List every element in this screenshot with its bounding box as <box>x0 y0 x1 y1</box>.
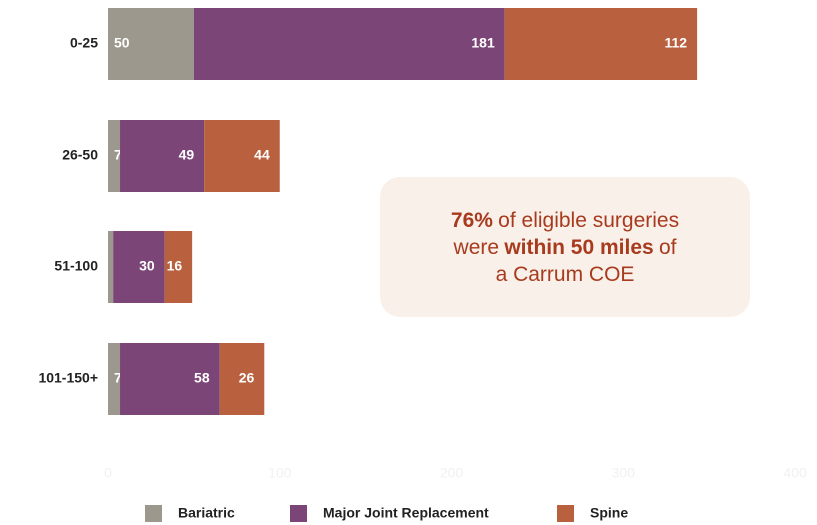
annotation: 76% of eligible surgeries were within 50 mi… <box>380 177 750 317</box>
bar-segment <box>108 343 121 415</box>
annotation-text: a Carrum COE <box>495 262 635 286</box>
bar-segment <box>193 8 505 80</box>
annotation-text: of eligible surgeries <box>498 208 680 232</box>
legend-swatch <box>557 505 574 522</box>
bar-segment <box>164 231 193 303</box>
data-label: 30 <box>139 258 155 274</box>
data-label: 7 <box>114 147 122 163</box>
data-label: 44 <box>254 147 270 163</box>
bar-segment <box>120 343 220 415</box>
annotation-line: a Carrum COE <box>496 261 635 288</box>
x-tick-label: 0 <box>104 465 112 481</box>
x-tick-label: 300 <box>612 465 636 481</box>
x-tick-label: 100 <box>268 465 292 481</box>
annotation-line: were within 50 miles of <box>454 234 677 261</box>
legend-swatch <box>290 505 307 522</box>
bar-segment <box>504 8 698 80</box>
annotation-text: within 50 miles <box>504 235 654 259</box>
data-label: 50 <box>114 35 130 51</box>
bar-segment <box>219 343 265 415</box>
data-label: 112 <box>665 35 688 51</box>
x-tick-label: 400 <box>783 465 807 481</box>
bar-segment <box>108 231 114 303</box>
category-label: 0-25 <box>70 35 98 51</box>
bar-segment <box>204 120 280 192</box>
bar-segment <box>113 231 165 303</box>
category-label: 101-150+ <box>38 370 98 386</box>
annotation-text: 76% <box>450 208 493 232</box>
x-tick-label: 200 <box>440 465 464 481</box>
data-label: 181 <box>471 35 495 51</box>
bar-segment <box>120 120 205 192</box>
data-label: 58 <box>194 370 210 386</box>
annotation-text: were <box>453 235 500 259</box>
annotation-text: of <box>658 235 677 259</box>
legend-swatch <box>145 505 162 522</box>
legend-label: Spine <box>590 505 628 521</box>
legend-label: Bariatric <box>178 505 235 521</box>
bar-segment <box>108 8 194 80</box>
category-label: 51-100 <box>54 258 98 274</box>
bar-segment <box>108 120 121 192</box>
data-label: 49 <box>179 147 195 163</box>
data-label: 16 <box>167 258 183 274</box>
category-label: 26-50 <box>62 147 98 163</box>
annotation-line: 76% of eligible surgeries <box>451 207 679 234</box>
data-label: 7 <box>114 370 122 386</box>
legend-label: Major Joint Replacement <box>323 505 489 521</box>
data-label: 26 <box>239 370 255 386</box>
